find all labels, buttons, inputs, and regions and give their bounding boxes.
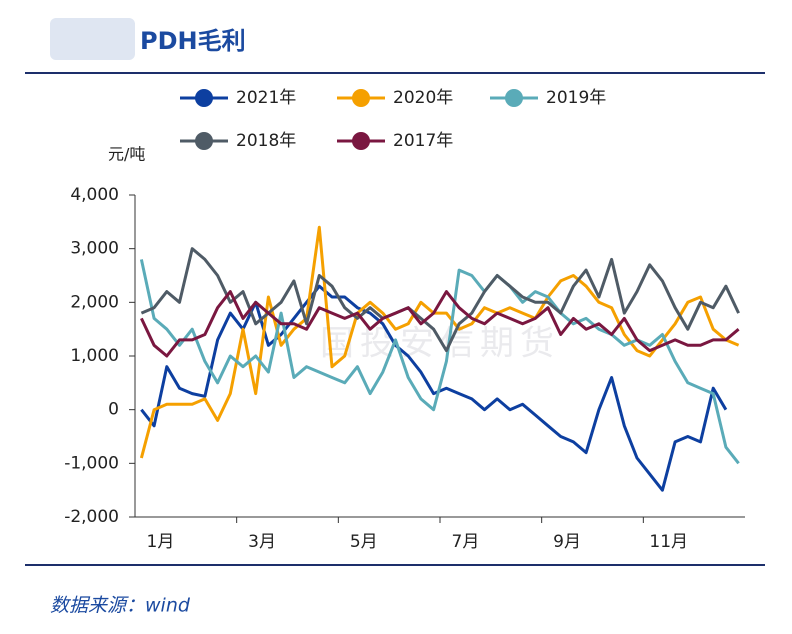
- chart-title: PDH毛利: [140, 27, 246, 55]
- legend-marker: [352, 132, 370, 150]
- legend-marker: [505, 89, 523, 107]
- y-axis-unit: 元/吨: [108, 145, 145, 164]
- legend-label: 2020年: [393, 88, 453, 108]
- y-tick-label: 0: [108, 400, 119, 420]
- x-tick-label: 3月: [248, 532, 276, 552]
- series-line: [139, 225, 740, 459]
- series-line: [140, 247, 740, 353]
- legend-label: 2018年: [236, 131, 296, 151]
- x-tick-label: 9月: [553, 532, 581, 552]
- x-tick-label: 1月: [147, 532, 175, 552]
- y-tick-label: -2,000: [64, 507, 119, 527]
- series-line: [140, 284, 728, 492]
- y-tick-label: -1,000: [64, 453, 119, 473]
- source-note: 数据来源：wind: [50, 595, 191, 617]
- logo-blur: [50, 18, 135, 60]
- y-tick-label: 4,000: [70, 185, 119, 205]
- legend-marker: [352, 89, 370, 107]
- legend-label: 2019年: [546, 88, 606, 108]
- x-tick-label: 7月: [452, 532, 480, 552]
- series-line: [140, 290, 740, 358]
- watermark: 国投安信期货: [320, 324, 560, 364]
- y-tick-label: 2,000: [70, 292, 119, 312]
- legend-label: 2021年: [236, 88, 296, 108]
- y-tick-label: 1,000: [70, 346, 119, 366]
- legend-label: 2017年: [393, 131, 453, 151]
- y-tick-label: 3,000: [70, 239, 119, 259]
- legend-marker: [195, 132, 213, 150]
- x-tick-label: 5月: [350, 532, 378, 552]
- legend-marker: [195, 89, 213, 107]
- x-tick-label: 11月: [649, 532, 688, 552]
